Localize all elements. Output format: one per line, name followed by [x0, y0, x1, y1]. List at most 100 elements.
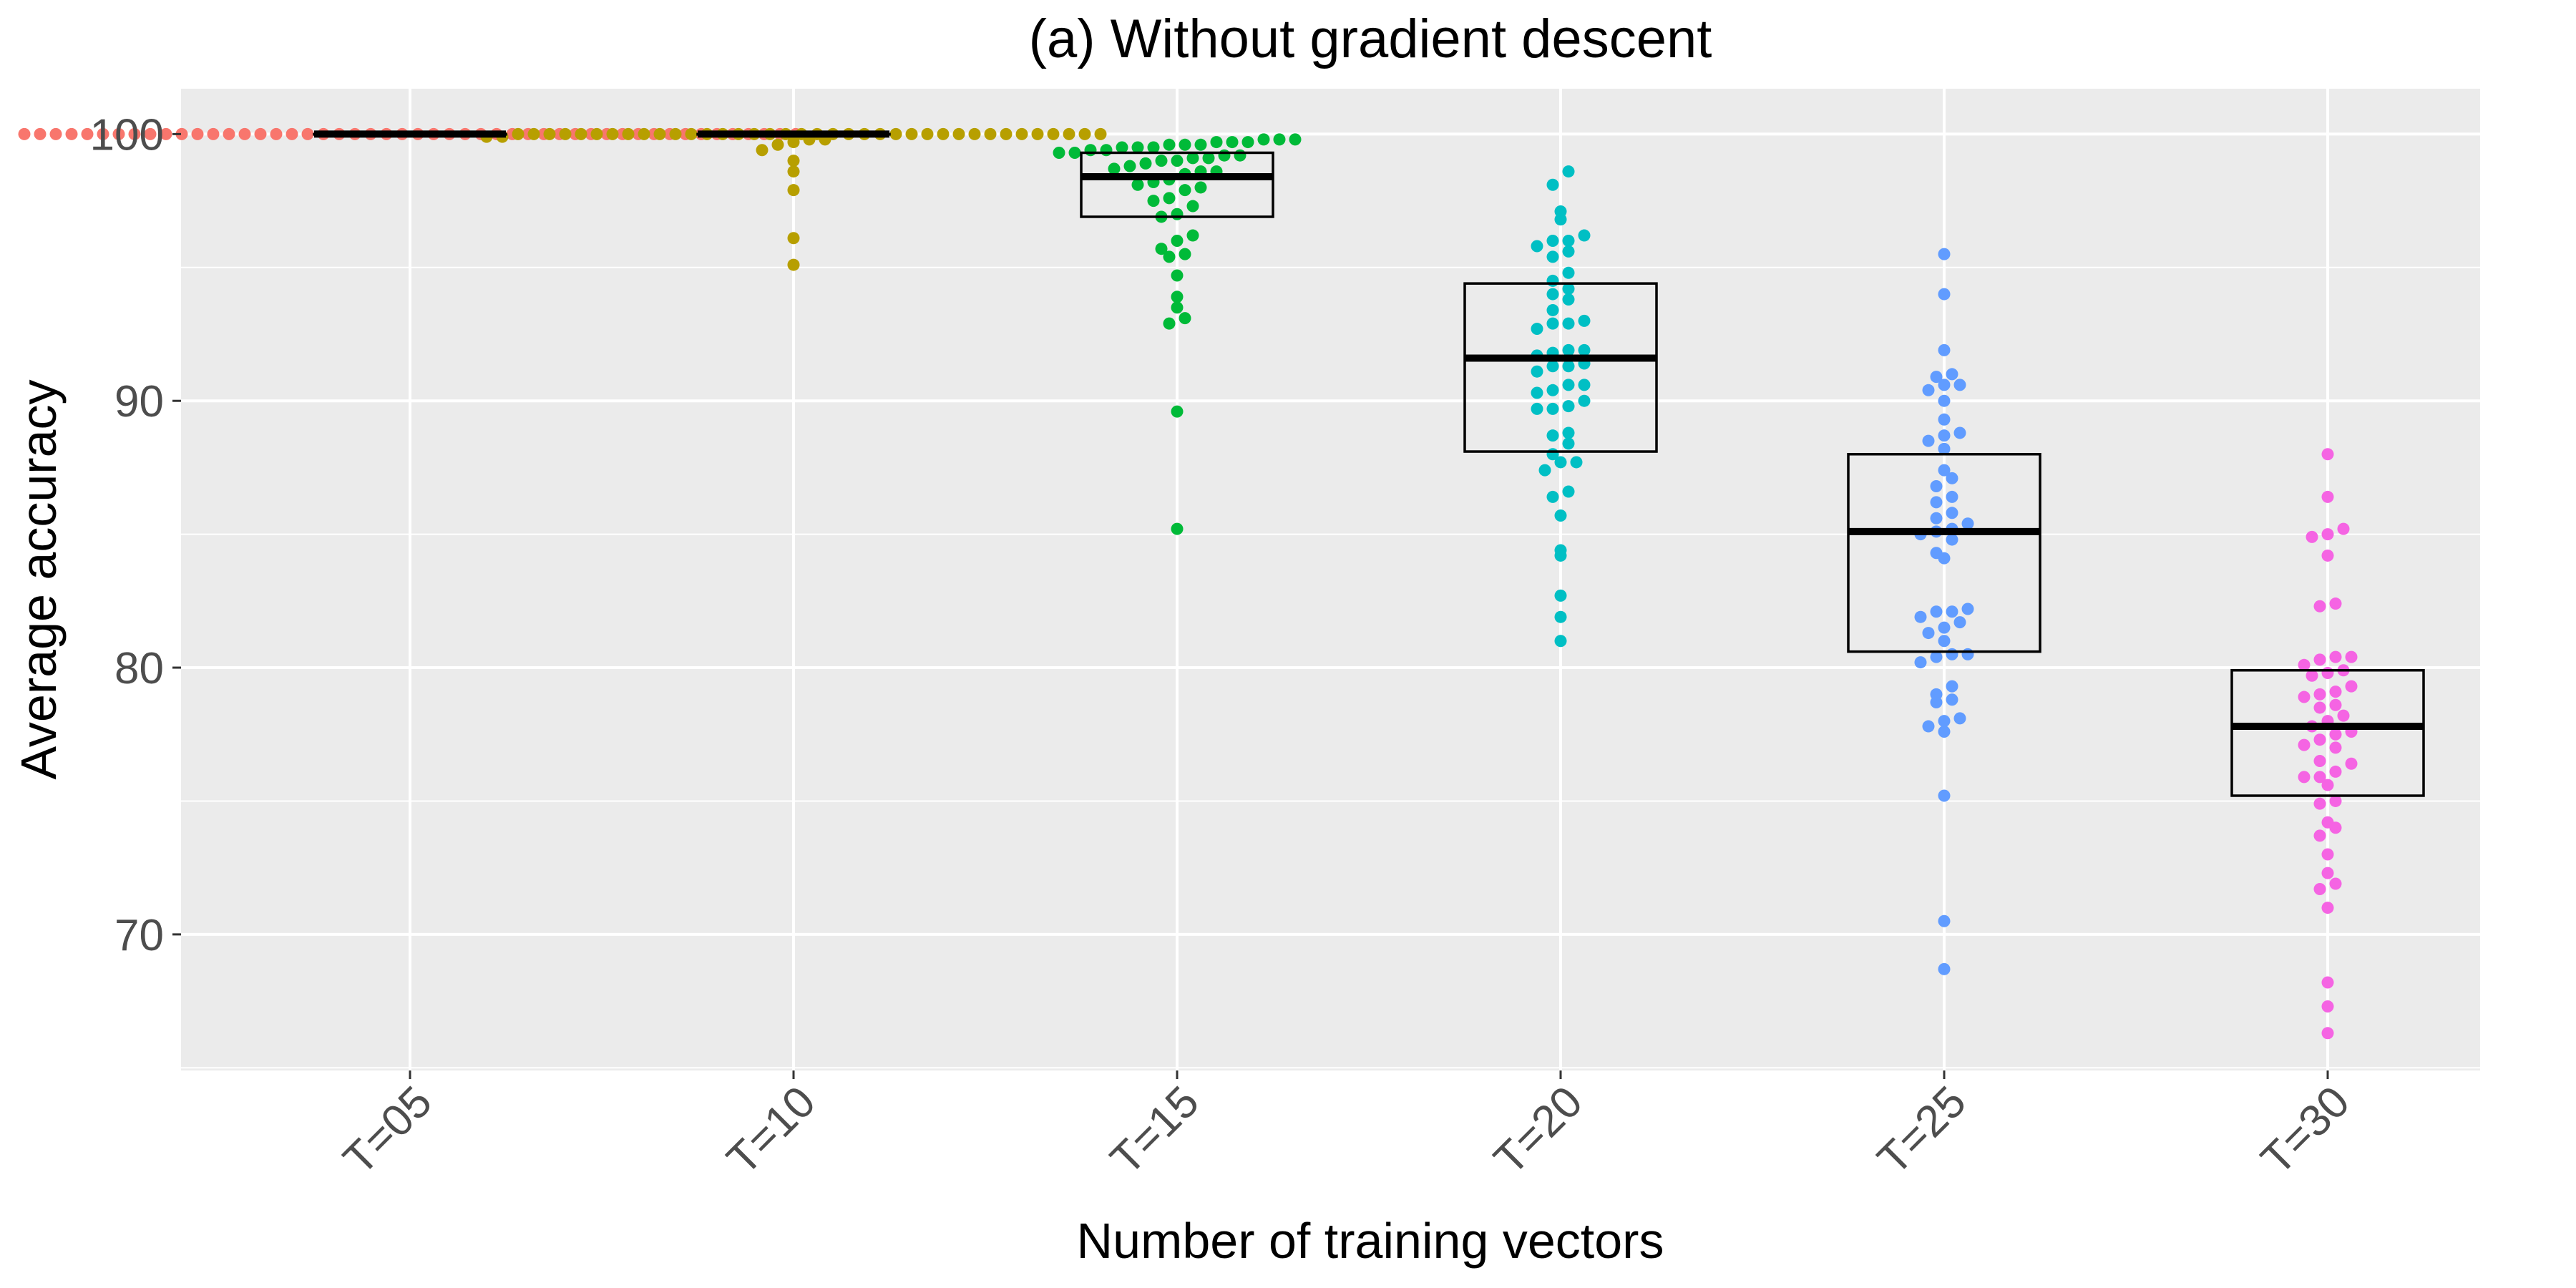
data-point [1554, 610, 1567, 623]
data-point [2321, 448, 2334, 461]
data-point [1171, 522, 1184, 535]
data-point [1554, 635, 1567, 648]
data-point [1946, 507, 1958, 519]
data-point [1554, 589, 1567, 602]
data-point [527, 127, 540, 140]
data-point [2313, 829, 2326, 842]
data-point [1938, 464, 1951, 477]
data-point [2313, 771, 2326, 784]
data-point [1938, 429, 1951, 442]
x-tick-label: T=05 [334, 1077, 441, 1184]
data-point [1930, 688, 1943, 701]
data-point [1562, 360, 1575, 373]
data-point [1531, 323, 1543, 336]
data-point [2298, 691, 2311, 703]
data-point [787, 155, 800, 167]
data-point [1186, 152, 1199, 165]
data-point [2313, 733, 2326, 746]
data-point [1123, 160, 1136, 172]
data-point [1068, 146, 1081, 159]
data-point [1186, 229, 1199, 242]
data-point [1554, 544, 1567, 557]
data-point [1108, 162, 1121, 175]
data-point [2298, 738, 2311, 751]
data-point [669, 127, 682, 140]
data-point [1562, 245, 1575, 258]
y-axis-title: Average accuracy [11, 379, 67, 779]
data-point [1053, 146, 1065, 159]
data-point [2313, 688, 2326, 701]
box-iqr [1080, 151, 1274, 218]
data-point [18, 127, 31, 140]
y-tick-label: 70 [114, 911, 164, 960]
data-point [1938, 726, 1951, 738]
data-point [1938, 248, 1951, 260]
data-point [1914, 656, 1927, 669]
data-point [238, 127, 251, 140]
data-point [1179, 138, 1191, 151]
data-point [2321, 976, 2334, 989]
data-point [1938, 914, 1951, 927]
data-point [1562, 437, 1575, 450]
data-point [1031, 127, 1044, 140]
data-point [606, 127, 619, 140]
data-point [1930, 547, 1943, 560]
data-point [1257, 133, 1270, 146]
data-point [2321, 816, 2334, 829]
data-point [1179, 248, 1191, 260]
data-point [1578, 394, 1591, 407]
data-point [1554, 456, 1567, 469]
data-point [2329, 686, 2342, 698]
data-point [1094, 127, 1107, 140]
data-point [1163, 250, 1176, 263]
data-point [2321, 490, 2334, 503]
data-point [2321, 1000, 2334, 1013]
data-point [2313, 701, 2326, 714]
data-point [1562, 293, 1575, 306]
data-point [1546, 288, 1559, 301]
data-point [1922, 627, 1935, 640]
data-point [2321, 528, 2334, 541]
data-point [1562, 485, 1575, 498]
data-point [1938, 413, 1951, 426]
data-point [1562, 400, 1575, 413]
data-point [1155, 243, 1168, 255]
y-tick-label: 100 [90, 110, 164, 160]
data-point [1531, 365, 1543, 378]
data-point [1562, 266, 1575, 279]
data-point [2321, 549, 2334, 562]
data-point [1546, 490, 1559, 503]
data-point [223, 127, 235, 140]
data-point [1171, 291, 1184, 303]
data-point [2313, 882, 2326, 895]
data-point [1930, 605, 1943, 618]
data-point [2337, 709, 2350, 722]
data-point [175, 127, 188, 140]
data-point [2329, 741, 2342, 754]
data-point [2329, 728, 2342, 741]
data-point [1546, 429, 1559, 442]
data-point [1562, 165, 1575, 178]
data-point [543, 127, 556, 140]
data-point [575, 127, 587, 140]
data-point [1538, 464, 1551, 477]
data-point [1946, 472, 1958, 484]
data-point [968, 127, 981, 140]
data-point [97, 127, 109, 140]
data-point [1218, 149, 1231, 162]
data-point [2345, 650, 2358, 663]
data-point [1946, 648, 1958, 660]
plot-panel [181, 89, 2480, 1070]
data-point [1546, 178, 1559, 191]
data-point [2321, 867, 2334, 879]
data-point [1171, 208, 1184, 220]
data-point [2329, 698, 2342, 711]
data-point [1171, 405, 1184, 418]
data-point [1171, 301, 1184, 314]
x-tick-label: T=10 [718, 1077, 825, 1184]
data-point [1562, 283, 1575, 296]
data-point [1047, 127, 1060, 140]
data-point [1531, 402, 1543, 415]
data-point [2298, 658, 2311, 671]
data-point [2321, 902, 2334, 914]
